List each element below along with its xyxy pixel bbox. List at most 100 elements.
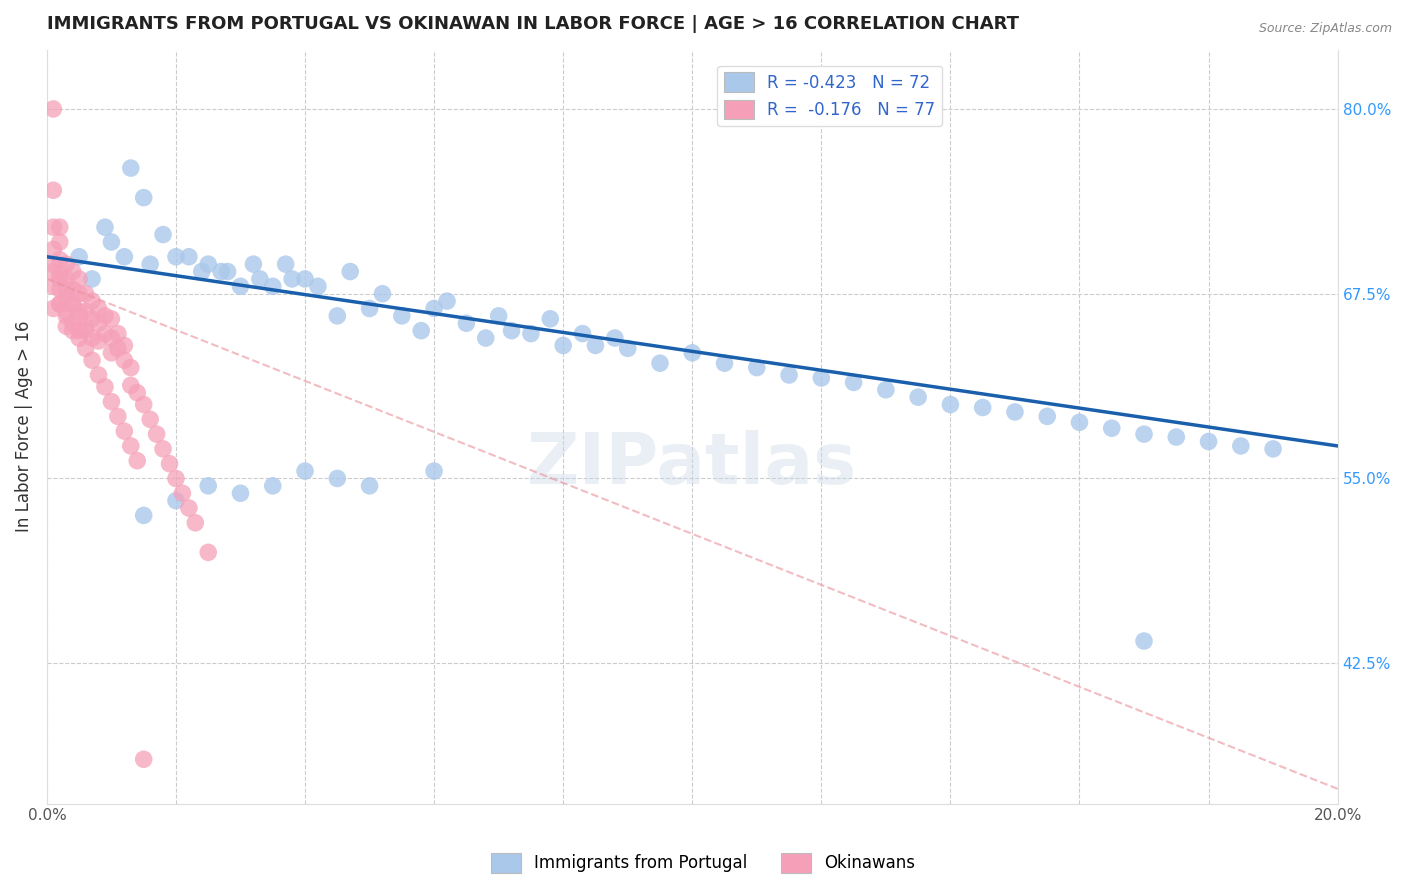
- Point: [391, 309, 413, 323]
- Point: [875, 383, 897, 397]
- Point: [67, 272, 90, 286]
- Text: IMMIGRANTS FROM PORTUGAL VS OKINAWAN IN LABOR FORCE | AGE > 16 CORRELATION CHART: IMMIGRANTS FROM PORTUGAL VS OKINAWAN IN …: [46, 15, 1019, 33]
- Point: [49, 220, 72, 235]
- Point: [49, 282, 72, 296]
- Point: [87, 316, 110, 330]
- Point: [1069, 415, 1091, 429]
- Point: [87, 368, 110, 382]
- Point: [242, 257, 264, 271]
- Point: [177, 250, 200, 264]
- Point: [294, 272, 316, 286]
- Point: [107, 326, 129, 341]
- Point: [67, 286, 90, 301]
- Point: [165, 471, 187, 485]
- Point: [139, 257, 162, 271]
- Y-axis label: In Labor Force | Age > 16: In Labor Force | Age > 16: [15, 321, 32, 533]
- Point: [603, 331, 626, 345]
- Point: [307, 279, 329, 293]
- Point: [616, 342, 638, 356]
- Point: [1230, 439, 1253, 453]
- Point: [745, 360, 768, 375]
- Point: [100, 394, 122, 409]
- Point: [62, 297, 84, 311]
- Point: [262, 479, 284, 493]
- Point: [1166, 430, 1188, 444]
- Point: [75, 342, 97, 356]
- Point: [42, 279, 65, 293]
- Point: [67, 304, 90, 318]
- Point: [132, 752, 155, 766]
- Point: [197, 479, 219, 493]
- Point: [62, 324, 84, 338]
- Point: [100, 311, 122, 326]
- Point: [120, 161, 142, 175]
- Point: [42, 183, 65, 197]
- Point: [75, 286, 97, 301]
- Legend: R = -0.423   N = 72, R =  -0.176   N = 77: R = -0.423 N = 72, R = -0.176 N = 77: [717, 66, 942, 126]
- Text: Source: ZipAtlas.com: Source: ZipAtlas.com: [1258, 22, 1392, 36]
- Point: [120, 360, 142, 375]
- Point: [1133, 427, 1156, 442]
- Point: [80, 272, 103, 286]
- Point: [159, 457, 181, 471]
- Point: [172, 486, 194, 500]
- Point: [80, 331, 103, 345]
- Point: [1004, 405, 1026, 419]
- Point: [778, 368, 800, 382]
- Point: [75, 304, 97, 318]
- Point: [326, 471, 349, 485]
- Point: [165, 493, 187, 508]
- Point: [112, 338, 135, 352]
- Point: [197, 257, 219, 271]
- Point: [423, 301, 446, 316]
- Point: [359, 301, 381, 316]
- Point: [112, 353, 135, 368]
- Point: [177, 501, 200, 516]
- Point: [42, 102, 65, 116]
- Point: [681, 346, 703, 360]
- Point: [67, 309, 90, 323]
- Point: [42, 257, 65, 271]
- Point: [152, 442, 174, 456]
- Point: [42, 264, 65, 278]
- Point: [571, 326, 593, 341]
- Point: [42, 243, 65, 257]
- Point: [67, 331, 90, 345]
- Point: [294, 464, 316, 478]
- Text: ZIPatlas: ZIPatlas: [527, 430, 858, 499]
- Point: [132, 398, 155, 412]
- Point: [80, 311, 103, 326]
- Point: [49, 272, 72, 286]
- Point: [55, 272, 77, 286]
- Point: [107, 342, 129, 356]
- Point: [75, 320, 97, 334]
- Point: [1036, 409, 1059, 424]
- Point: [1261, 442, 1284, 456]
- Point: [281, 272, 304, 286]
- Point: [67, 324, 90, 338]
- Point: [371, 286, 394, 301]
- Point: [107, 409, 129, 424]
- Point: [842, 376, 865, 390]
- Point: [120, 439, 142, 453]
- Point: [229, 486, 252, 500]
- Point: [55, 309, 77, 323]
- Point: [62, 264, 84, 278]
- Point: [55, 282, 77, 296]
- Point: [209, 264, 232, 278]
- Point: [326, 309, 349, 323]
- Point: [94, 326, 117, 341]
- Point: [49, 297, 72, 311]
- Point: [87, 301, 110, 316]
- Point: [139, 412, 162, 426]
- Point: [100, 346, 122, 360]
- Point: [249, 272, 271, 286]
- Point: [553, 338, 575, 352]
- Point: [411, 324, 433, 338]
- Point: [87, 334, 110, 348]
- Point: [217, 264, 239, 278]
- Point: [145, 427, 167, 442]
- Point: [127, 385, 149, 400]
- Point: [436, 294, 458, 309]
- Point: [62, 297, 84, 311]
